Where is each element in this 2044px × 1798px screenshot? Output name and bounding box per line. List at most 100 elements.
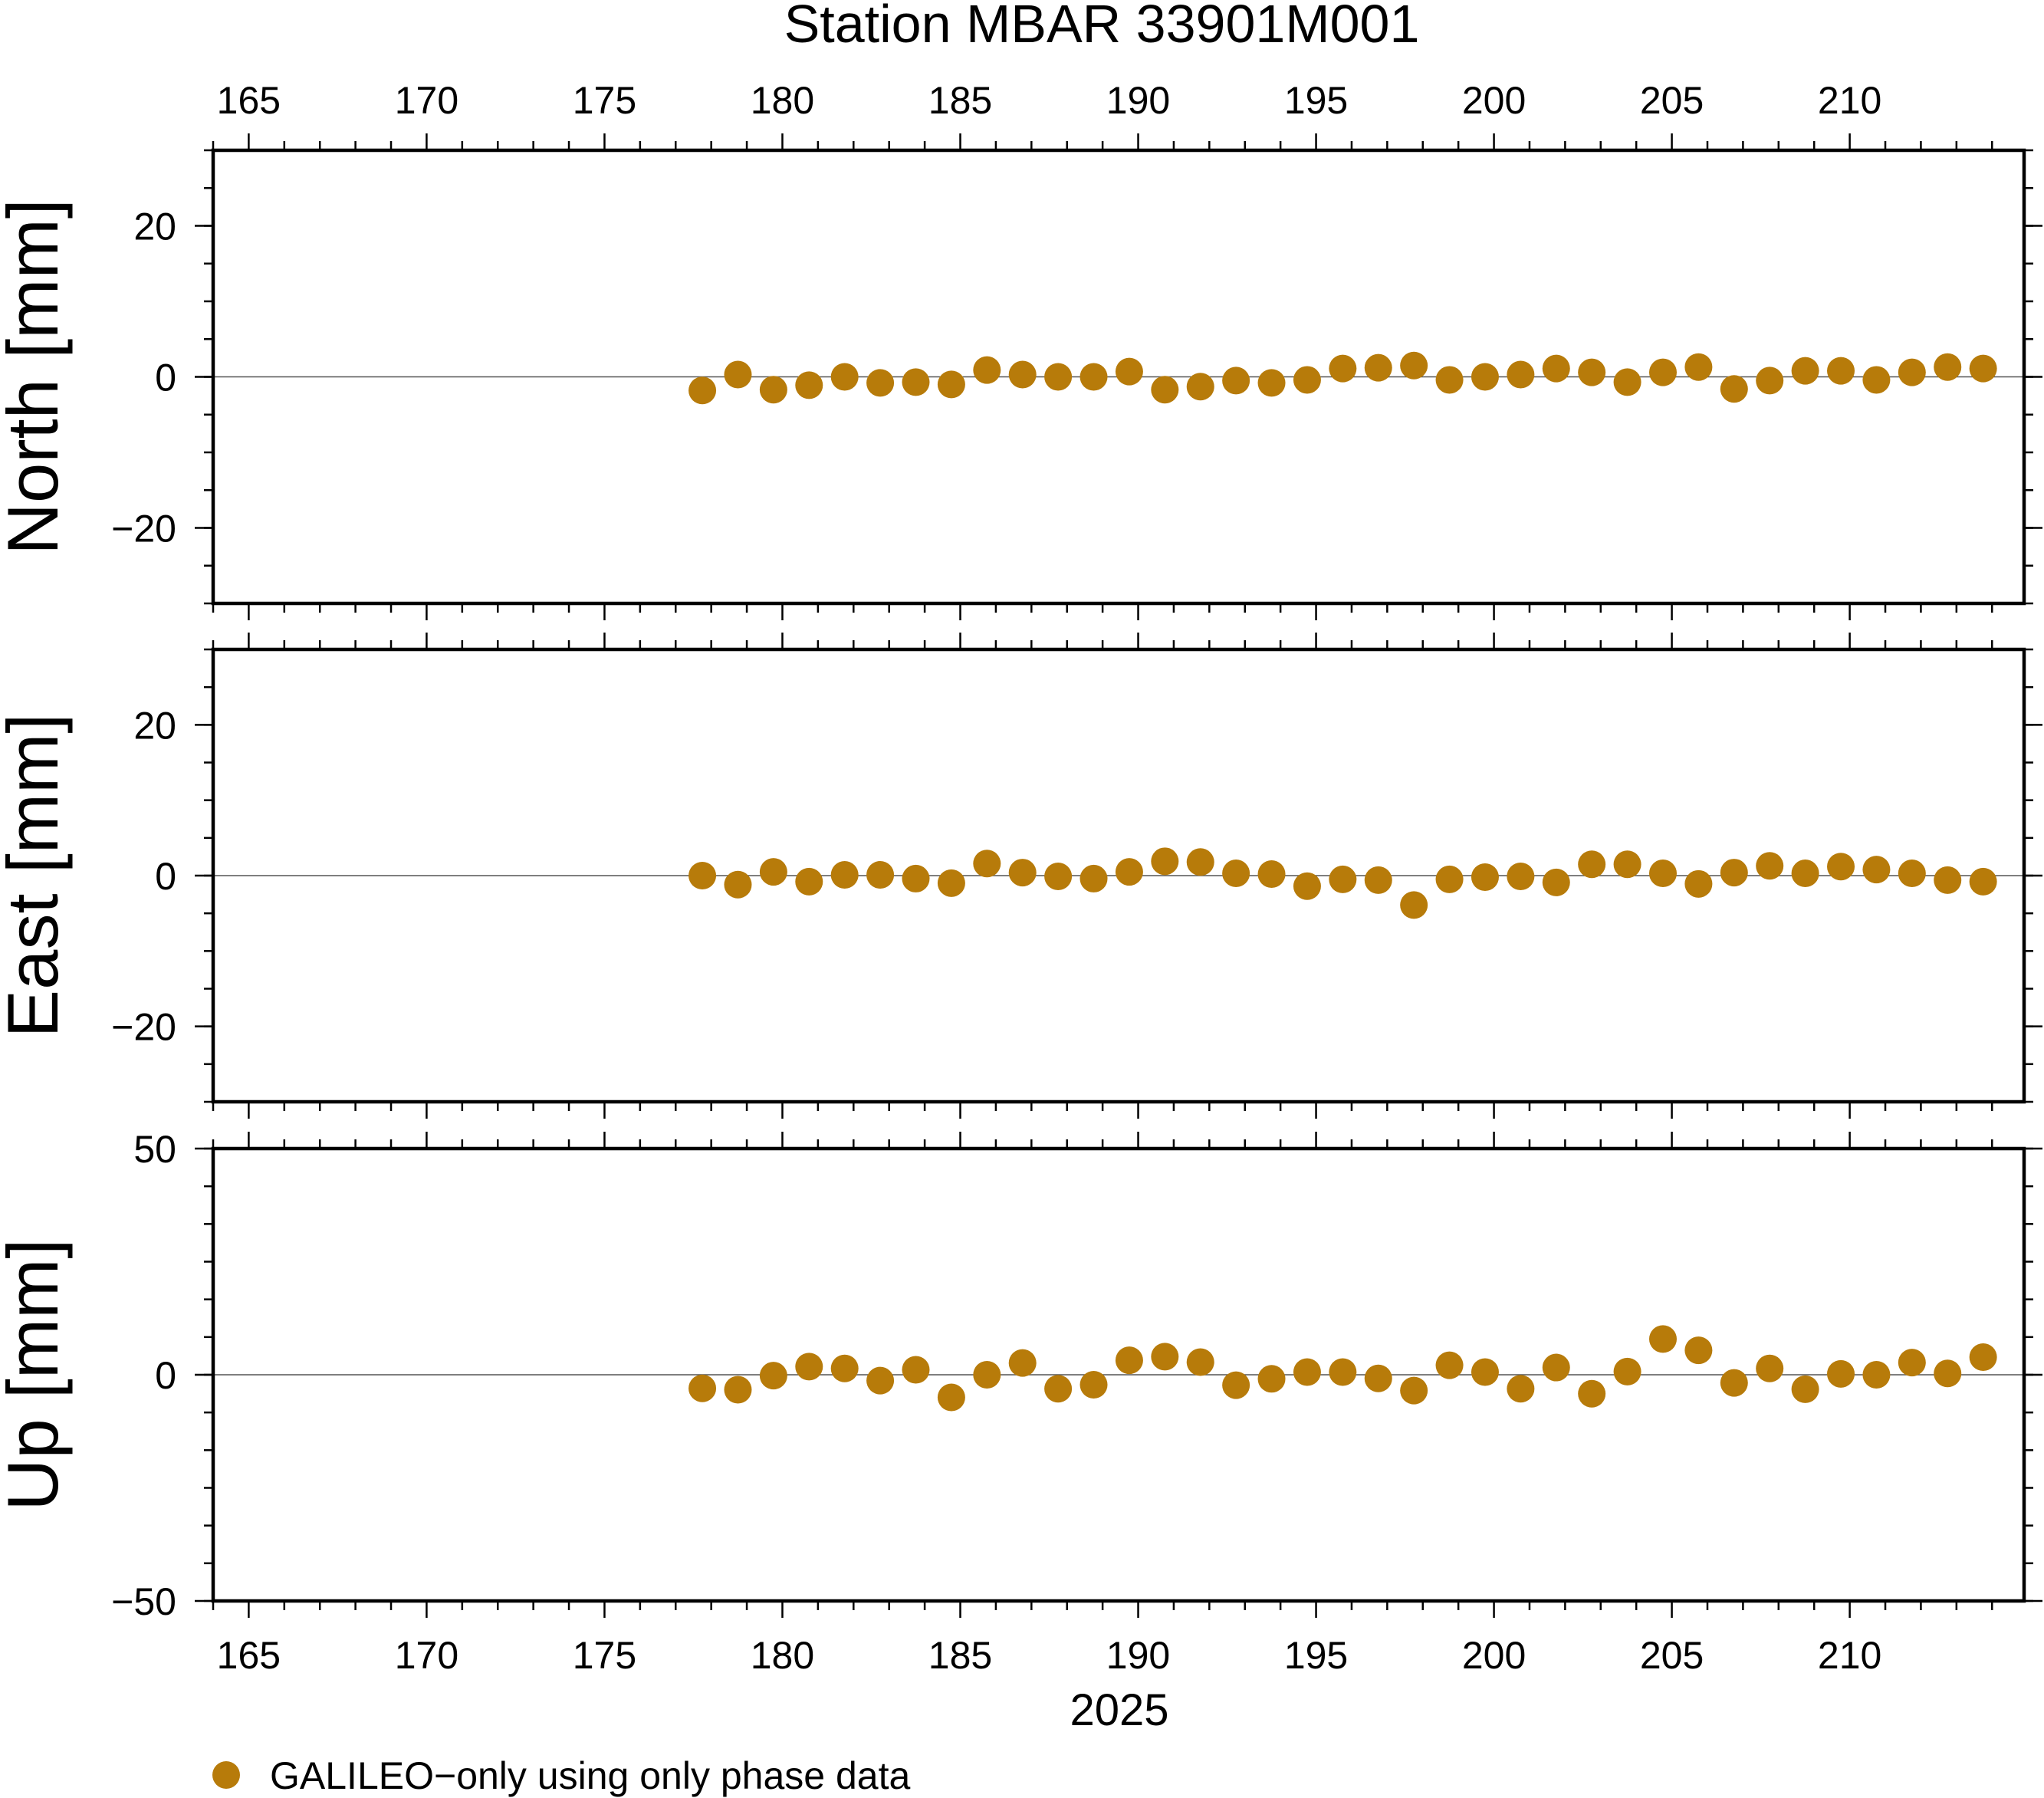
data-point [1791, 1375, 1819, 1403]
data-point [1898, 358, 1926, 386]
data-point [1044, 1375, 1073, 1403]
data-point [1969, 354, 1997, 383]
y-tick-label: 0 [155, 1354, 176, 1397]
data-point [1400, 351, 1428, 380]
data-point [1934, 353, 1962, 381]
data-point [795, 371, 823, 399]
x-tick-label-top: 170 [395, 79, 458, 122]
legend: GALILEO−only using only phase data [212, 1754, 910, 1797]
data-point [1827, 853, 1855, 881]
data-point [724, 870, 752, 899]
x-tick-label-bottom: 195 [1284, 1634, 1348, 1677]
legend-label: GALILEO−only using only phase data [270, 1754, 910, 1797]
data-point [1791, 357, 1819, 385]
data-point [1329, 865, 1357, 893]
x-tick-label-bottom: 190 [1106, 1634, 1170, 1677]
data-point [1008, 859, 1037, 887]
y-tick-label: 0 [155, 855, 176, 898]
x-tick-label-bottom: 210 [1818, 1634, 1881, 1677]
panel-east: 20 0 −20 East [mm] [0, 633, 2042, 1119]
x-axis-label: 2025 [1070, 1685, 1168, 1735]
data-point [759, 376, 787, 404]
data-point [1720, 375, 1748, 403]
data-point [973, 356, 1001, 384]
data-point [1507, 862, 1535, 890]
data-point [688, 862, 717, 889]
data-point [688, 1374, 717, 1402]
data-point [1080, 864, 1108, 892]
data-point [830, 363, 859, 391]
data-point [1756, 367, 1784, 395]
x-tick-label-top: 190 [1106, 79, 1170, 122]
data-point [830, 1354, 859, 1382]
data-point [1648, 1325, 1677, 1353]
data-point [1934, 1359, 1962, 1388]
data-point [1044, 363, 1073, 391]
x-tick-label-bottom: 185 [928, 1634, 992, 1677]
data-point [1507, 360, 1535, 389]
data-point [1257, 860, 1286, 889]
data-point [1008, 1349, 1037, 1377]
data-point [1862, 366, 1891, 394]
data-point [937, 370, 965, 399]
data-point [1862, 856, 1891, 884]
data-point [902, 864, 930, 892]
y-axis-label-east: East [mm] [0, 713, 73, 1037]
data-point [1435, 865, 1464, 893]
data-point [902, 1356, 930, 1384]
y-axis-label-up: Up [mm] [0, 1238, 73, 1510]
data-point [1080, 1370, 1108, 1399]
data-point [1115, 858, 1143, 886]
data-point [1222, 367, 1250, 395]
data-point [1684, 353, 1713, 381]
data-point [937, 869, 965, 897]
data-point [1542, 354, 1570, 383]
x-tick-label-top: 185 [928, 79, 992, 122]
data-point [1898, 1349, 1926, 1377]
data-point [1364, 866, 1392, 894]
data-point [1542, 868, 1570, 896]
data-point [1969, 867, 1997, 896]
x-tick-label-top: 200 [1462, 79, 1526, 122]
data-point [1435, 366, 1464, 394]
x-tick-label-bottom: 175 [573, 1634, 636, 1677]
data-point [1293, 872, 1321, 900]
data-point [724, 360, 752, 389]
data-point [1435, 1351, 1464, 1379]
data-point [1186, 1348, 1214, 1376]
data-point [1151, 847, 1179, 876]
data-point [1934, 866, 1962, 894]
data-point [1257, 1365, 1286, 1393]
y-tick-label: 50 [133, 1128, 176, 1171]
data-point [1151, 376, 1179, 404]
data-point [1471, 863, 1499, 891]
data-point [1044, 862, 1073, 890]
y-tick-label: −20 [111, 508, 176, 551]
x-tick-label-top: 175 [573, 79, 636, 122]
chart-title: Station MBAR 33901M001 [784, 0, 1420, 54]
data-point [973, 850, 1001, 878]
y-tick-label: 20 [133, 704, 176, 747]
data-point [1684, 869, 1713, 898]
x-tick-label-bottom: 200 [1462, 1634, 1526, 1677]
data-point [830, 861, 859, 889]
data-point [866, 369, 895, 397]
y-tick-label: −20 [111, 1006, 176, 1049]
data-point [795, 1353, 823, 1381]
data-point [1186, 373, 1214, 401]
x-tick-label-bottom: 205 [1640, 1634, 1704, 1677]
data-point [1648, 358, 1677, 386]
data-point [1613, 850, 1641, 879]
legend-marker [212, 1761, 240, 1789]
data-point [759, 858, 787, 886]
y-tick-label: 0 [155, 357, 176, 399]
panel-north: 20 0 −20 North [mm] [0, 133, 2042, 620]
data-point [1791, 860, 1819, 888]
data-point [1969, 1343, 1997, 1371]
y-tick-label: 20 [133, 205, 176, 248]
data-point [1613, 368, 1641, 396]
data-point [1684, 1336, 1713, 1365]
x-tick-label-top: 210 [1818, 79, 1881, 122]
data-point [1471, 1358, 1499, 1386]
